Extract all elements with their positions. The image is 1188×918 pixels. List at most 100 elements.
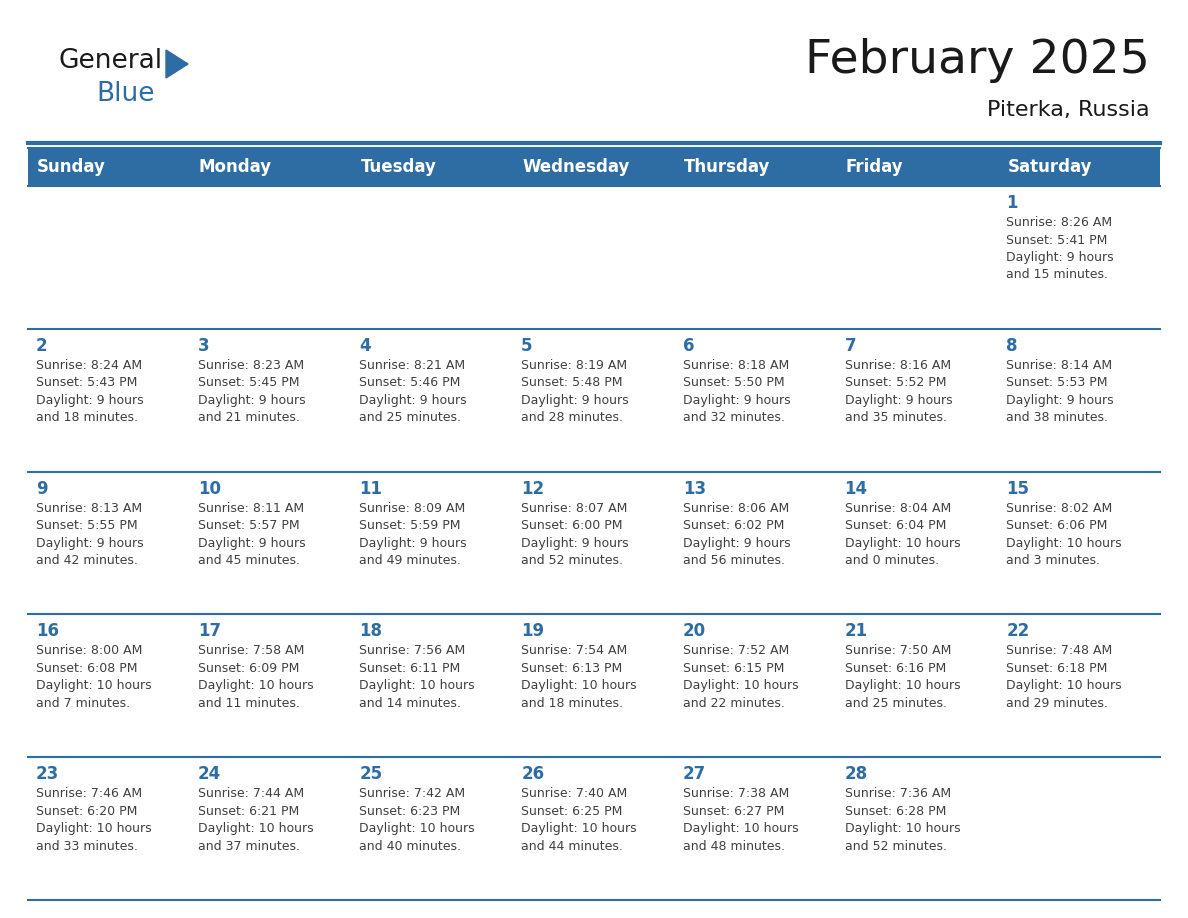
Text: Blue: Blue bbox=[96, 81, 154, 107]
Text: Friday: Friday bbox=[846, 158, 903, 176]
Text: Daylight: 9 hours: Daylight: 9 hours bbox=[683, 537, 790, 550]
Text: and 52 minutes.: and 52 minutes. bbox=[522, 554, 624, 567]
Text: Sunrise: 8:07 AM: Sunrise: 8:07 AM bbox=[522, 501, 627, 515]
Text: 21: 21 bbox=[845, 622, 867, 641]
Text: Sunrise: 7:54 AM: Sunrise: 7:54 AM bbox=[522, 644, 627, 657]
Text: Sunset: 5:43 PM: Sunset: 5:43 PM bbox=[36, 376, 138, 389]
Text: Thursday: Thursday bbox=[684, 158, 770, 176]
Text: Sunrise: 7:38 AM: Sunrise: 7:38 AM bbox=[683, 788, 789, 800]
Bar bbox=[190, 186, 352, 329]
Text: 7: 7 bbox=[845, 337, 857, 354]
Text: Daylight: 10 hours: Daylight: 10 hours bbox=[197, 679, 314, 692]
Text: Daylight: 10 hours: Daylight: 10 hours bbox=[845, 823, 960, 835]
Text: 10: 10 bbox=[197, 479, 221, 498]
Text: General: General bbox=[58, 48, 162, 74]
Bar bbox=[513, 186, 675, 329]
Text: 22: 22 bbox=[1006, 622, 1030, 641]
Bar bbox=[836, 472, 998, 614]
Text: 3: 3 bbox=[197, 337, 209, 354]
Text: Daylight: 10 hours: Daylight: 10 hours bbox=[522, 823, 637, 835]
Text: Sunset: 5:48 PM: Sunset: 5:48 PM bbox=[522, 376, 623, 389]
Bar bbox=[675, 472, 836, 614]
Bar bbox=[29, 472, 190, 614]
Text: Sunrise: 8:19 AM: Sunrise: 8:19 AM bbox=[522, 359, 627, 372]
Text: Sunrise: 8:06 AM: Sunrise: 8:06 AM bbox=[683, 501, 789, 515]
Text: 25: 25 bbox=[360, 766, 383, 783]
Bar bbox=[29, 614, 190, 757]
Bar bbox=[352, 614, 513, 757]
Text: 5: 5 bbox=[522, 337, 532, 354]
Text: and 28 minutes.: and 28 minutes. bbox=[522, 411, 624, 424]
Text: Sunset: 5:50 PM: Sunset: 5:50 PM bbox=[683, 376, 784, 389]
Text: Sunrise: 8:13 AM: Sunrise: 8:13 AM bbox=[36, 501, 143, 515]
Text: and 15 minutes.: and 15 minutes. bbox=[1006, 268, 1108, 282]
Text: Sunset: 5:45 PM: Sunset: 5:45 PM bbox=[197, 376, 299, 389]
Text: Daylight: 9 hours: Daylight: 9 hours bbox=[197, 537, 305, 550]
Bar bbox=[29, 757, 190, 900]
Text: Sunset: 6:02 PM: Sunset: 6:02 PM bbox=[683, 519, 784, 532]
Text: 12: 12 bbox=[522, 479, 544, 498]
Bar bbox=[675, 329, 836, 472]
Text: Daylight: 10 hours: Daylight: 10 hours bbox=[522, 679, 637, 692]
Text: 13: 13 bbox=[683, 479, 706, 498]
Text: Sunset: 6:21 PM: Sunset: 6:21 PM bbox=[197, 805, 299, 818]
Text: Sunset: 6:27 PM: Sunset: 6:27 PM bbox=[683, 805, 784, 818]
Text: and 37 minutes.: and 37 minutes. bbox=[197, 840, 299, 853]
Text: February 2025: February 2025 bbox=[805, 38, 1150, 83]
Text: and 29 minutes.: and 29 minutes. bbox=[1006, 697, 1108, 710]
Bar bbox=[836, 757, 998, 900]
Text: and 42 minutes.: and 42 minutes. bbox=[36, 554, 138, 567]
Bar bbox=[513, 329, 675, 472]
Bar bbox=[513, 614, 675, 757]
Text: and 14 minutes.: and 14 minutes. bbox=[360, 697, 461, 710]
Bar bbox=[352, 757, 513, 900]
Text: Sunrise: 8:14 AM: Sunrise: 8:14 AM bbox=[1006, 359, 1112, 372]
Text: and 25 minutes.: and 25 minutes. bbox=[360, 411, 461, 424]
Text: and 18 minutes.: and 18 minutes. bbox=[36, 411, 138, 424]
Text: Sunset: 6:08 PM: Sunset: 6:08 PM bbox=[36, 662, 138, 675]
Text: Daylight: 10 hours: Daylight: 10 hours bbox=[845, 537, 960, 550]
Text: 20: 20 bbox=[683, 622, 706, 641]
Text: Sunrise: 7:56 AM: Sunrise: 7:56 AM bbox=[360, 644, 466, 657]
Text: 16: 16 bbox=[36, 622, 59, 641]
Text: 18: 18 bbox=[360, 622, 383, 641]
Text: Daylight: 10 hours: Daylight: 10 hours bbox=[36, 823, 152, 835]
Text: 6: 6 bbox=[683, 337, 694, 354]
Text: and 7 minutes.: and 7 minutes. bbox=[36, 697, 131, 710]
Text: and 32 minutes.: and 32 minutes. bbox=[683, 411, 785, 424]
Bar bbox=[998, 329, 1159, 472]
Text: Daylight: 9 hours: Daylight: 9 hours bbox=[522, 537, 628, 550]
Text: Sunrise: 8:02 AM: Sunrise: 8:02 AM bbox=[1006, 501, 1112, 515]
Text: 23: 23 bbox=[36, 766, 59, 783]
Bar bbox=[190, 757, 352, 900]
Text: Sunset: 6:04 PM: Sunset: 6:04 PM bbox=[845, 519, 946, 532]
Text: Sunrise: 8:00 AM: Sunrise: 8:00 AM bbox=[36, 644, 143, 657]
Text: 14: 14 bbox=[845, 479, 867, 498]
Text: and 40 minutes.: and 40 minutes. bbox=[360, 840, 461, 853]
Text: Wednesday: Wednesday bbox=[523, 158, 630, 176]
Text: Sunset: 6:20 PM: Sunset: 6:20 PM bbox=[36, 805, 138, 818]
Text: Monday: Monday bbox=[198, 158, 272, 176]
Text: Sunrise: 7:46 AM: Sunrise: 7:46 AM bbox=[36, 788, 143, 800]
Text: and 25 minutes.: and 25 minutes. bbox=[845, 697, 947, 710]
Text: and 44 minutes.: and 44 minutes. bbox=[522, 840, 623, 853]
Text: and 45 minutes.: and 45 minutes. bbox=[197, 554, 299, 567]
Text: Sunrise: 7:36 AM: Sunrise: 7:36 AM bbox=[845, 788, 950, 800]
Text: Sunrise: 8:24 AM: Sunrise: 8:24 AM bbox=[36, 359, 143, 372]
Text: 15: 15 bbox=[1006, 479, 1029, 498]
Text: Sunrise: 7:52 AM: Sunrise: 7:52 AM bbox=[683, 644, 789, 657]
Text: Sunset: 5:59 PM: Sunset: 5:59 PM bbox=[360, 519, 461, 532]
Text: Daylight: 9 hours: Daylight: 9 hours bbox=[360, 537, 467, 550]
Text: and 21 minutes.: and 21 minutes. bbox=[197, 411, 299, 424]
Text: Sunrise: 7:40 AM: Sunrise: 7:40 AM bbox=[522, 788, 627, 800]
Text: Sunset: 5:57 PM: Sunset: 5:57 PM bbox=[197, 519, 299, 532]
Text: and 11 minutes.: and 11 minutes. bbox=[197, 697, 299, 710]
Text: Daylight: 10 hours: Daylight: 10 hours bbox=[197, 823, 314, 835]
Text: Daylight: 9 hours: Daylight: 9 hours bbox=[683, 394, 790, 407]
Text: Sunset: 5:46 PM: Sunset: 5:46 PM bbox=[360, 376, 461, 389]
Text: and 56 minutes.: and 56 minutes. bbox=[683, 554, 785, 567]
Text: Daylight: 10 hours: Daylight: 10 hours bbox=[683, 823, 798, 835]
Bar bbox=[998, 614, 1159, 757]
Bar bbox=[998, 472, 1159, 614]
Text: 24: 24 bbox=[197, 766, 221, 783]
